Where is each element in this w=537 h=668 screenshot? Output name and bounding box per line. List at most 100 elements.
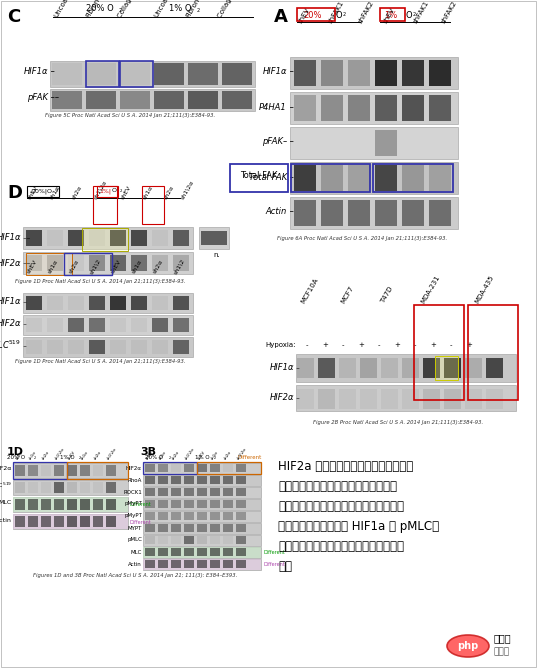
Text: –: – [21,321,27,327]
Bar [15,482,25,493]
Bar [131,340,147,354]
Text: –: – [287,67,294,77]
Bar [290,92,458,124]
Bar [64,253,112,275]
Text: +: + [430,342,436,348]
Bar [41,499,51,510]
Text: shFAK1: shFAK1 [412,0,430,24]
Bar [223,536,233,544]
Text: HIF2α: HIF2α [270,393,294,403]
Text: shEV: shEV [27,184,39,200]
Bar [26,255,42,271]
Text: sh2α: sh2α [163,184,175,200]
Text: P4HA1: P4HA1 [259,102,287,112]
Bar [145,464,155,472]
Bar [236,464,246,472]
Bar [210,524,220,532]
Bar [145,536,155,544]
Text: 1%|: 1%| [99,188,111,194]
Bar [67,465,77,476]
Text: HIF1α: HIF1α [270,363,294,373]
Text: sh1α: sh1α [131,259,143,275]
Bar [93,465,103,476]
Bar [171,548,181,556]
Text: -: - [342,342,344,348]
Text: shEV: shEV [15,450,24,461]
Text: 20% O: 20% O [86,4,114,13]
Text: Fibronectin: Fibronectin [85,0,110,19]
Bar [89,255,105,271]
Text: shEV: shEV [297,6,311,24]
Bar [23,227,193,249]
Bar [67,462,128,479]
Bar [236,476,246,484]
Bar [80,516,90,527]
Bar [184,536,194,544]
Bar [222,63,252,85]
Bar [294,95,316,121]
Text: –: – [21,343,27,349]
Bar [131,255,147,271]
Text: sh1\2: sh1\2 [89,258,102,275]
Bar [67,499,77,510]
Text: Actin: Actin [266,208,287,216]
Text: O: O [405,11,412,19]
Bar [143,559,261,570]
Bar [318,389,335,409]
Text: –: – [287,208,294,216]
Bar [54,465,64,476]
Bar [429,165,451,191]
Bar [89,230,105,246]
Bar [197,524,207,532]
Text: sh2α: sh2α [93,450,102,461]
Text: 1%: 1% [384,11,397,19]
Text: MLC: MLC [130,550,142,554]
Bar [13,480,128,495]
Bar [444,358,461,378]
Bar [152,296,168,310]
Text: MCF7: MCF7 [340,285,355,305]
Bar [145,512,155,520]
Bar [23,293,193,313]
Bar [197,500,207,508]
Text: Different: Different [130,520,152,524]
Bar [402,165,424,191]
Bar [120,61,153,87]
Bar [143,475,261,486]
Bar [67,482,77,493]
Text: shEV: shEV [110,259,122,275]
Bar [80,499,90,510]
Bar [171,488,181,496]
Bar [52,63,82,85]
Text: HIF2α: HIF2α [0,466,12,472]
Bar [143,462,197,474]
Bar [321,200,343,226]
Bar [429,60,451,86]
Text: php: php [458,641,478,651]
Bar [348,200,370,226]
Text: $_2$: $_2$ [55,188,59,194]
Bar [184,548,194,556]
Bar [210,512,220,520]
Text: Collagen I: Collagen I [217,0,240,19]
Text: D: D [7,184,22,202]
Bar [236,512,246,520]
Text: 1% O: 1% O [195,455,209,460]
Text: Actin: Actin [128,562,142,566]
Text: 3B: 3B [140,447,156,457]
Text: ––: –– [21,260,30,266]
Text: sh1α: sh1α [28,450,37,461]
Bar [15,516,25,527]
Text: Different: Different [130,502,152,508]
Text: Figure 2B Proc Natl Acad Sci U S A. 2014 Jan 21;111(3):E384-93.: Figure 2B Proc Natl Acad Sci U S A. 2014… [313,420,483,425]
Bar [27,186,59,197]
Text: $_2$: $_2$ [119,188,123,194]
Text: Figure 6A Proc Natl Acad Sci U S A. 2014 Jan 21;111(3):E384-93.: Figure 6A Proc Natl Acad Sci U S A. 2014… [277,236,447,241]
Bar [142,186,164,224]
Bar [158,560,168,568]
Bar [82,228,128,251]
Text: Different: Different [263,550,285,556]
Bar [89,340,105,354]
Bar [429,200,451,226]
Bar [444,389,461,409]
